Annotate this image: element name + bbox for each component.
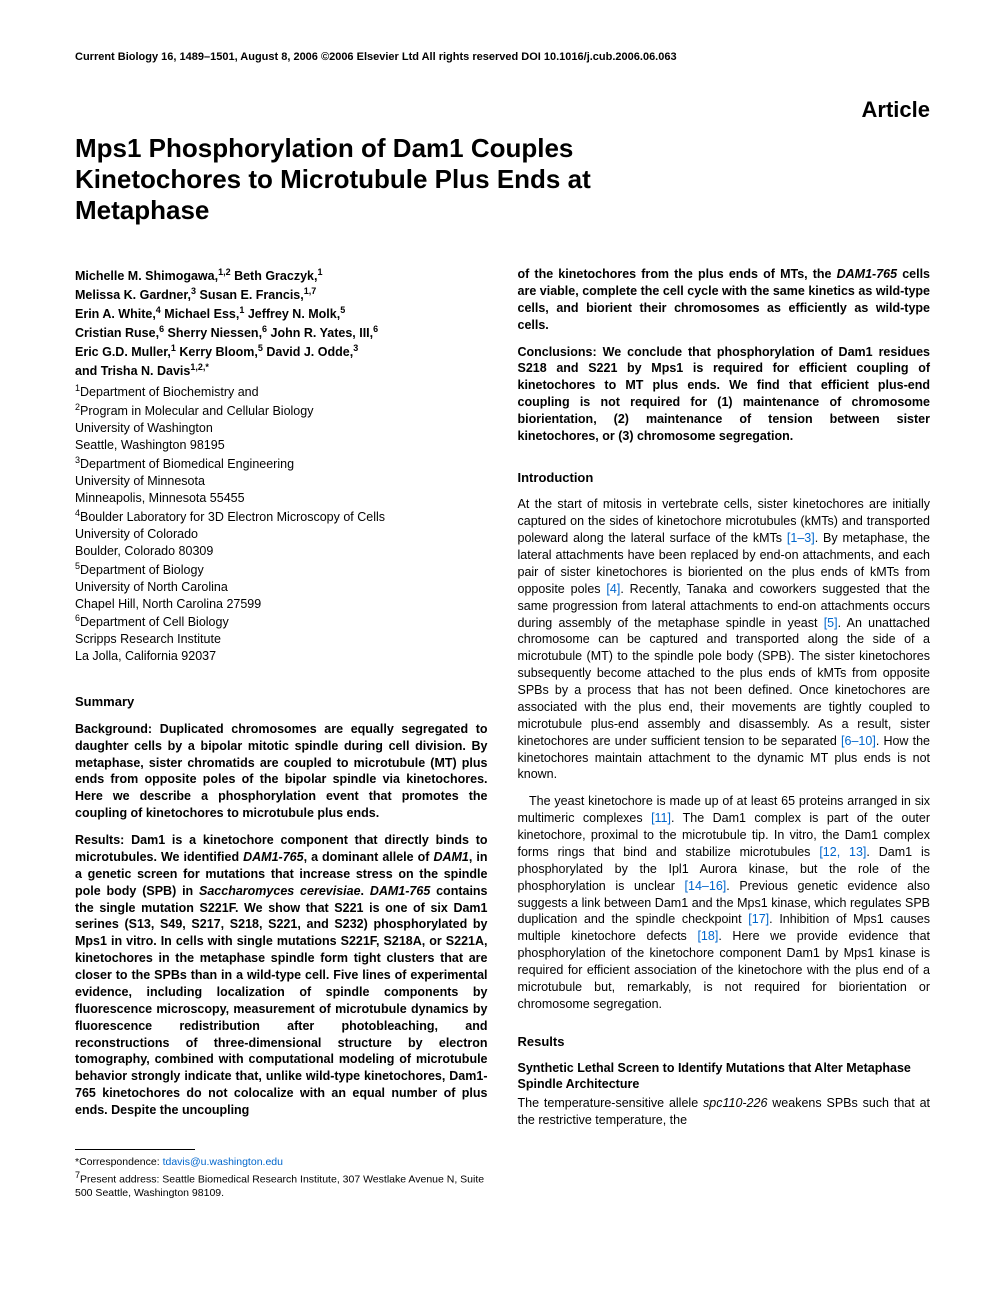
correspondence-label: *Correspondence: xyxy=(75,1156,163,1168)
author-affil-sup: 5 xyxy=(340,305,345,315)
summary-conclusions: Conclusions: We conclude that phosphoryl… xyxy=(518,344,931,445)
right-column: of the kinetochores from the plus ends o… xyxy=(518,266,931,1200)
affiliation: Minneapolis, Minnesota 55455 xyxy=(75,490,488,507)
author-affil-sup: 6 xyxy=(373,324,378,334)
species-name: Saccharomyces cerevisiae xyxy=(199,884,361,898)
intro-paragraph-2: The yeast kinetochore is made up of at l… xyxy=(518,793,931,1012)
two-column-layout: Michelle M. Shimogawa,1,2 Beth Graczyk,1… xyxy=(75,266,930,1200)
citation-link[interactable]: [5] xyxy=(824,616,838,630)
journal-header: Current Biology 16, 1489–1501, August 8,… xyxy=(75,50,930,65)
affiliation-list: 1Department of Biochemistry and 2Program… xyxy=(75,382,488,665)
background-text: Duplicated chromosomes are equally segre… xyxy=(75,722,488,820)
author: Michael Ess, xyxy=(161,307,240,321)
affiliation: University of Colorado xyxy=(75,526,488,543)
article-type-label: Article xyxy=(75,95,930,125)
results-text: The temperature-sensitive allele xyxy=(518,1096,704,1110)
affiliation: Department of Biology xyxy=(80,563,204,577)
citation-link[interactable]: [11] xyxy=(651,811,671,825)
footnote-separator xyxy=(75,1149,195,1150)
affiliation: La Jolla, California 92037 xyxy=(75,648,488,665)
author: Kerry Bloom, xyxy=(176,345,258,359)
affiliation: Boulder Laboratory for 3D Electron Micro… xyxy=(80,510,385,524)
author: Melissa K. Gardner, xyxy=(75,288,191,302)
author-affil-sup: 1,2 xyxy=(218,267,231,277)
author-list: Michelle M. Shimogawa,1,2 Beth Graczyk,1… xyxy=(75,266,488,380)
results-paragraph-1: The temperature-sensitive allele spc110-… xyxy=(518,1095,931,1129)
results-heading: Results xyxy=(518,1033,931,1051)
author: Sherry Niessen, xyxy=(164,326,262,340)
affiliation: Scripps Research Institute xyxy=(75,631,488,648)
author-affil-sup: 1,7 xyxy=(304,286,317,296)
results-text: , a dominant allele of xyxy=(304,850,434,864)
citation-link[interactable]: [1–3] xyxy=(787,531,815,545)
author: Beth Graczyk, xyxy=(231,269,318,283)
citation-link[interactable]: [18] xyxy=(697,929,718,943)
author: Michelle M. Shimogawa, xyxy=(75,269,218,283)
left-column: Michelle M. Shimogawa,1,2 Beth Graczyk,1… xyxy=(75,266,488,1200)
affiliation: University of North Carolina xyxy=(75,579,488,596)
citation-link[interactable]: [14–16] xyxy=(685,879,727,893)
summary-results: Results: Dam1 is a kinetochore component… xyxy=(75,832,488,1119)
author: Erin A. White, xyxy=(75,307,156,321)
intro-text: . An unattached chromosome can be captur… xyxy=(518,616,931,748)
present-address-footnote: 7Present address: Seattle Biomedical Res… xyxy=(75,1170,488,1201)
affiliation: University of Washington xyxy=(75,420,488,437)
introduction-heading: Introduction xyxy=(518,469,931,487)
conclusions-text: We conclude that phosphorylation of Dam1… xyxy=(518,345,931,443)
affiliation: Department of Cell Biology xyxy=(80,616,229,630)
author-affil-sup: 3 xyxy=(353,343,358,353)
summary-heading: Summary xyxy=(75,693,488,711)
conclusions-label: Conclusions: xyxy=(518,345,603,359)
correspondence-footnote: *Correspondence: tdavis@u.washington.edu xyxy=(75,1156,488,1170)
author-affil-sup: 1 xyxy=(317,267,322,277)
continuation-text: of the kinetochores from the plus ends o… xyxy=(518,267,837,281)
author-affil-sup: 1,2,* xyxy=(190,362,209,372)
results-label: Results: xyxy=(75,833,131,847)
results-subheading: Synthetic Lethal Screen to Identify Muta… xyxy=(518,1060,931,1093)
gene-name: DAM1 xyxy=(433,850,468,864)
background-label: Background: xyxy=(75,722,160,736)
author: Susan E. Francis, xyxy=(196,288,304,302)
affiliation: University of Minnesota xyxy=(75,473,488,490)
citation-link[interactable]: [6–10] xyxy=(841,734,876,748)
affiliation: Seattle, Washington 98195 xyxy=(75,437,488,454)
citation-link[interactable]: [12, 13] xyxy=(819,845,866,859)
results-text: contains the single mutation S221F. We s… xyxy=(75,884,488,1117)
author: and Trisha N. Davis xyxy=(75,364,190,378)
gene-name: DAM1-765 xyxy=(837,267,897,281)
affiliation: Chapel Hill, North Carolina 27599 xyxy=(75,596,488,613)
gene-name: DAM1-765 xyxy=(243,850,303,864)
author: Eric G.D. Muller, xyxy=(75,345,171,359)
summary-continuation: of the kinetochores from the plus ends o… xyxy=(518,266,931,334)
results-text: . xyxy=(361,884,370,898)
author: Cristian Ruse, xyxy=(75,326,159,340)
intro-paragraph-1: At the start of mitosis in vertebrate ce… xyxy=(518,496,931,783)
author: David J. Odde, xyxy=(263,345,353,359)
author: John R. Yates, III, xyxy=(267,326,373,340)
affiliation: Department of Biochemistry and xyxy=(80,385,259,399)
citation-link[interactable]: [4] xyxy=(606,582,620,596)
citation-link[interactable]: [17] xyxy=(748,912,769,926)
correspondence-email-link[interactable]: tdavis@u.washington.edu xyxy=(163,1156,283,1168)
summary-background: Background: Duplicated chromosomes are e… xyxy=(75,721,488,822)
affiliation: Program in Molecular and Cellular Biolog… xyxy=(80,404,313,418)
affiliation: Boulder, Colorado 80309 xyxy=(75,543,488,560)
gene-name: DAM1-765 xyxy=(370,884,430,898)
author: Jeffrey N. Molk, xyxy=(244,307,340,321)
present-address-text: Present address: Seattle Biomedical Rese… xyxy=(75,1173,484,1199)
affiliation: Department of Biomedical Engineering xyxy=(80,457,294,471)
article-title: Mps1 Phosphorylation of Dam1 Couples Kin… xyxy=(75,133,635,227)
allele-name: spc110-226 xyxy=(703,1096,767,1110)
